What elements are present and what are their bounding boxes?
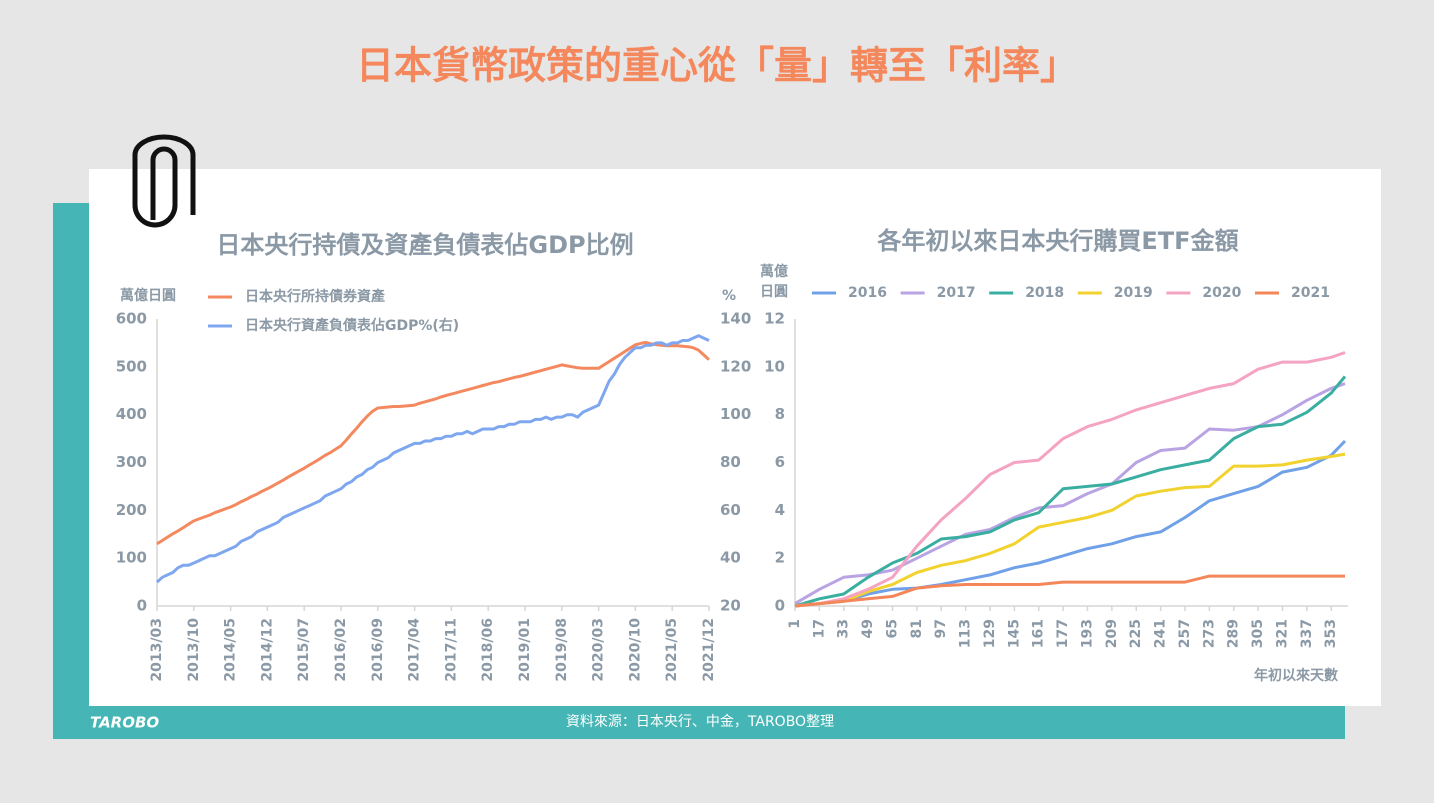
- x-tick-label: 321: [1274, 619, 1290, 648]
- legend-label: 2018: [1025, 285, 1064, 301]
- series-line: [155, 334, 710, 584]
- y2-tick-label: 80: [720, 453, 741, 471]
- x-tick-label: 81: [909, 619, 925, 638]
- legend-label: 2021: [1291, 285, 1330, 301]
- legend-label: 日本央行資產負債表佔GDP%(右): [245, 317, 459, 334]
- logo: TAROBO: [90, 714, 159, 732]
- x-tick-label: 1: [787, 619, 803, 629]
- series-line: [794, 351, 1346, 608]
- source: 資料來源：日本央行、中金，TAROBO整理: [566, 714, 834, 730]
- x-tick-label: 289: [1226, 619, 1242, 648]
- legend-label: 日本央行所持債券資產: [245, 288, 385, 305]
- y-tick-label: 2: [775, 549, 785, 567]
- y-tick-label: 500: [116, 357, 147, 375]
- x-tick-label: 2013/03: [149, 618, 165, 682]
- y2-tick-label: 120: [720, 357, 751, 375]
- x-tick-label: 97: [933, 619, 949, 638]
- y-tick-label: 6: [775, 453, 785, 471]
- x-tick-label: 241: [1153, 619, 1169, 648]
- x-tick-label: 2019/01: [517, 618, 533, 682]
- x-tick-label: 2020/10: [627, 618, 643, 682]
- x-tick-label: 353: [1323, 619, 1339, 648]
- x-tick-label: 257: [1177, 619, 1193, 648]
- x-tick-label: 2019/08: [554, 618, 570, 682]
- x-tick-label: 2020/03: [591, 618, 607, 682]
- x-tick-label: 273: [1201, 619, 1217, 648]
- x-tick-label: 65: [884, 619, 900, 638]
- x-tick-label: 2015/07: [296, 618, 312, 682]
- y2-tick-label: 140: [720, 310, 751, 328]
- card: [89, 169, 1381, 706]
- legend-label: 2019: [1114, 285, 1153, 301]
- x-tick-label: 113: [958, 619, 974, 648]
- y-tick-label: 300: [116, 453, 147, 471]
- y-tick-label: 4: [775, 501, 785, 519]
- x-tick-label: 305: [1250, 619, 1266, 648]
- x-tick-label: 2013/10: [186, 618, 202, 682]
- y-tick-label: 100: [116, 549, 147, 567]
- legend-label: 2016: [848, 285, 887, 301]
- x-tick-label: 225: [1128, 619, 1144, 648]
- y-tick-label: 0: [137, 597, 147, 615]
- x-tick-label: 2018/06: [480, 618, 496, 682]
- paperclip: [132, 134, 196, 228]
- x-tick-label: 2017/04: [407, 618, 423, 682]
- y2-axis-label: %: [722, 288, 736, 304]
- y-axis-label: 萬億日圓: [120, 287, 176, 304]
- x-axis-label: 年初以來天數: [1254, 667, 1338, 684]
- y-tick-label: 200: [116, 501, 147, 519]
- y2-tick-label: 40: [720, 549, 741, 567]
- x-tick-label: 145: [1006, 619, 1022, 648]
- series-line: [794, 439, 1347, 608]
- y-tick-label: 10: [764, 357, 785, 375]
- y2-tick-label: 60: [720, 501, 741, 519]
- x-tick-label: 177: [1055, 619, 1071, 648]
- y2-tick-label: 20: [720, 597, 741, 615]
- x-tick-label: 337: [1299, 619, 1315, 648]
- series-line: [156, 340, 711, 546]
- series-line: [794, 382, 1346, 605]
- y-tick-label: 8: [775, 405, 785, 423]
- series-line: [794, 452, 1346, 608]
- y-tick-label: 12: [764, 310, 785, 328]
- y-axis-label: 萬億日圓: [760, 264, 788, 300]
- x-tick-label: 33: [836, 619, 852, 638]
- x-tick-label: 17: [811, 619, 827, 638]
- y-tick-label: 600: [116, 310, 147, 328]
- x-tick-label: 161: [1031, 619, 1047, 648]
- x-tick-label: 2021/12: [701, 618, 717, 682]
- legend-label: 2017: [937, 285, 976, 301]
- x-tick-label: 193: [1079, 619, 1095, 648]
- page-title: 日本貨幣政策的重心從「量」轉至「利率」: [356, 44, 1078, 88]
- y-tick-label: 0: [775, 597, 785, 615]
- x-tick-label: 2021/05: [664, 618, 680, 682]
- legend-label: 2020: [1202, 285, 1241, 301]
- chart-title: 各年初以來日本央行購買ETF金額: [876, 227, 1238, 255]
- y2-tick-label: 100: [720, 405, 751, 423]
- x-tick-label: 129: [982, 619, 998, 648]
- series-line: [794, 375, 1347, 608]
- x-tick-label: 2014/12: [259, 618, 275, 682]
- x-tick-label: 2016/09: [370, 618, 386, 682]
- y-tick-label: 400: [116, 405, 147, 423]
- x-tick-label: 2016/02: [333, 618, 349, 682]
- x-tick-label: 49: [860, 619, 876, 638]
- x-tick-label: 209: [1104, 619, 1120, 648]
- x-tick-label: 2014/05: [223, 618, 239, 682]
- chart-title: 日本央行持債及資產負債表佔GDP比例: [216, 231, 633, 259]
- x-tick-label: 2017/11: [443, 618, 459, 682]
- series-line: [794, 574, 1345, 608]
